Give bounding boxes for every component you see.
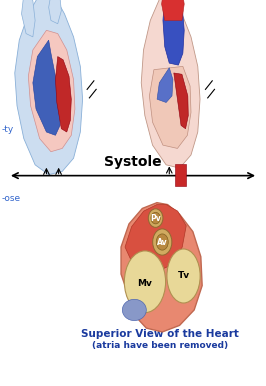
Text: (atria have been removed): (atria have been removed) [92, 341, 228, 350]
Ellipse shape [167, 249, 200, 303]
Polygon shape [141, 0, 200, 168]
Text: Mv: Mv [138, 279, 152, 288]
Ellipse shape [151, 212, 160, 224]
Polygon shape [175, 164, 186, 186]
Polygon shape [125, 205, 186, 272]
Polygon shape [174, 73, 188, 129]
Ellipse shape [153, 229, 172, 255]
Polygon shape [49, 0, 61, 24]
Polygon shape [33, 40, 60, 135]
Text: -ty: -ty [1, 125, 14, 134]
Polygon shape [161, 0, 184, 20]
Polygon shape [121, 203, 202, 332]
Ellipse shape [148, 209, 163, 227]
Ellipse shape [156, 234, 168, 250]
Text: Superior View of the Heart: Superior View of the Heart [81, 329, 239, 339]
Polygon shape [22, 0, 35, 37]
Polygon shape [56, 56, 71, 132]
Ellipse shape [124, 251, 165, 313]
Text: Tv: Tv [177, 271, 190, 281]
Polygon shape [157, 68, 173, 102]
Ellipse shape [122, 300, 146, 320]
Polygon shape [149, 66, 191, 149]
Text: Av: Av [157, 237, 168, 247]
Polygon shape [28, 30, 75, 152]
Text: Systole: Systole [104, 155, 162, 169]
Polygon shape [163, 0, 184, 65]
Polygon shape [15, 0, 82, 174]
Text: -ose: -ose [1, 194, 20, 203]
Text: Pv: Pv [150, 213, 161, 223]
